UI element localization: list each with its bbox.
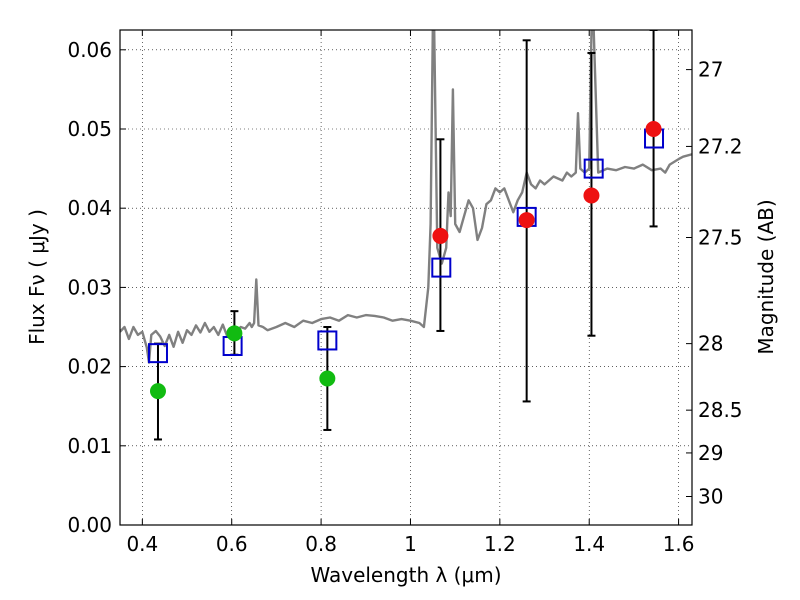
right-tick-label: 28.5 (698, 398, 743, 422)
x-tick-label: 0.4 (126, 532, 158, 556)
plot-area (120, 30, 692, 525)
nir-detection-point (583, 187, 600, 204)
y-tick-label: 0.06 (67, 38, 112, 62)
right-tick-label: 28 (698, 332, 723, 356)
spectrum-line (120, 30, 692, 364)
optical-detection-point (226, 325, 243, 342)
model-square-point (317, 330, 338, 351)
model-square-point (431, 257, 452, 278)
y-tick-label: 0.01 (67, 434, 112, 458)
nir-detection-point (432, 227, 449, 244)
x-tick-label: 1.2 (484, 532, 516, 556)
optical-detection-point (149, 383, 166, 400)
x-tick-label: 1.6 (663, 532, 695, 556)
right-tick-label: 27.2 (698, 134, 743, 158)
x-tick-label: 0.6 (216, 532, 248, 556)
x-tick-label: 1.4 (573, 532, 605, 556)
y-tick-label: 0.00 (67, 513, 112, 537)
right-tick-label: 27 (698, 58, 723, 82)
right-tick-label: 27.5 (698, 226, 743, 250)
y-tick-label: 0.05 (67, 117, 112, 141)
model-square-point (583, 158, 604, 179)
optical-detection-point (319, 370, 336, 387)
plot-frame (119, 29, 693, 526)
series-layer (120, 30, 692, 441)
y-axis-label: Flux Fν ( μJy ) (25, 209, 49, 345)
x-tick-label: 0.8 (305, 532, 337, 556)
nir-detection-point (645, 121, 662, 137)
y-tick-label: 0.04 (67, 196, 112, 220)
model-square-point (147, 343, 168, 364)
x-tick-label: 1 (404, 532, 417, 556)
ticks: 0.4 0.6 0.8 1 1.2 1.4 1.6 0.00 0.01 0.02 0.03 0.04 0… (67, 30, 743, 556)
right-tick-label: 30 (698, 484, 723, 508)
right-tick-label: 29 (698, 441, 723, 465)
y-axis-right-label: Magnitude (AB) (754, 199, 778, 354)
x-axis-label: Wavelength λ (μm) (310, 563, 501, 587)
nir-detection-point (518, 212, 535, 229)
y-tick-label: 0.02 (67, 355, 112, 379)
y-tick-label: 0.03 (67, 275, 112, 299)
